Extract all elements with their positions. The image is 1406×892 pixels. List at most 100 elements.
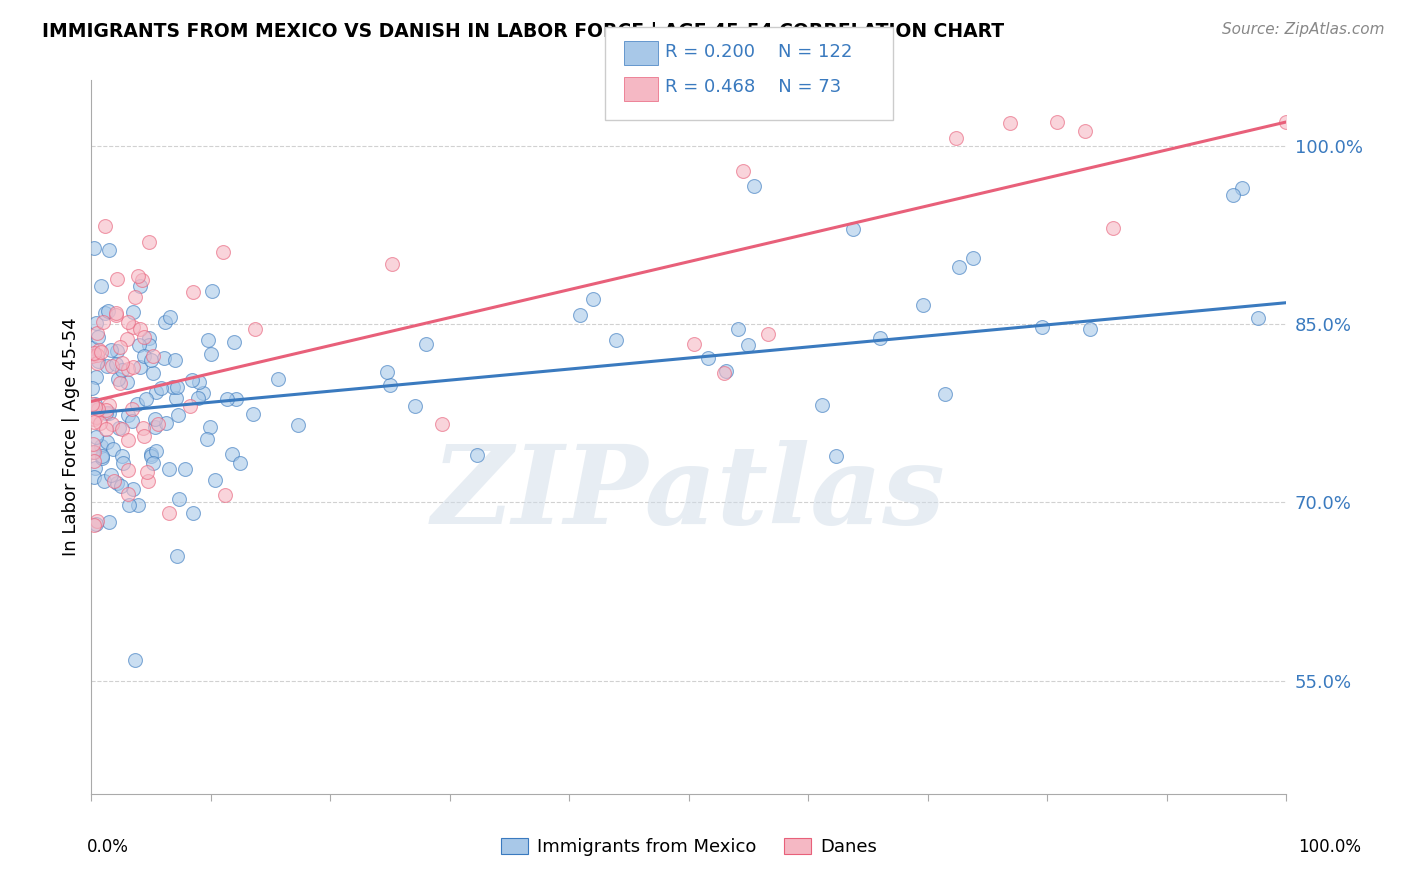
Point <box>83 518 105 533</box>
Point <box>1102 221 1125 235</box>
Point <box>124 290 146 304</box>
Point <box>149 381 172 395</box>
Point <box>134 429 156 443</box>
Point <box>89 416 111 430</box>
Point <box>121 414 143 428</box>
Point <box>167 409 190 423</box>
Point <box>1031 319 1053 334</box>
Point <box>107 272 129 286</box>
Point <box>111 449 134 463</box>
Point <box>142 366 165 380</box>
Point <box>84 397 107 411</box>
Point <box>83 346 105 360</box>
Point <box>131 273 153 287</box>
Point <box>117 463 139 477</box>
Legend: Immigrants from Mexico, Danes: Immigrants from Mexico, Danes <box>494 830 884 863</box>
Point <box>91 315 114 329</box>
Point <box>86 326 108 340</box>
Point <box>100 343 122 358</box>
Point <box>87 330 110 344</box>
Point <box>107 343 129 358</box>
Point <box>187 391 209 405</box>
Point <box>153 351 176 365</box>
Point <box>105 475 128 490</box>
Point <box>215 392 238 406</box>
Point <box>83 453 105 467</box>
Point <box>96 359 118 374</box>
Point <box>430 417 453 432</box>
Point <box>1080 322 1102 336</box>
Point <box>105 308 128 322</box>
Point <box>90 450 112 465</box>
Point <box>93 475 115 489</box>
Point <box>145 384 167 399</box>
Point <box>221 447 243 461</box>
Point <box>87 354 110 368</box>
Point <box>100 468 122 483</box>
Point <box>912 298 935 312</box>
Point <box>962 251 984 265</box>
Point <box>155 416 177 430</box>
Point <box>101 442 124 457</box>
Point <box>415 336 437 351</box>
Point <box>181 285 204 299</box>
Point <box>111 363 134 377</box>
Point <box>569 308 592 322</box>
Point <box>111 456 134 470</box>
Point <box>139 447 162 461</box>
Point <box>132 349 155 363</box>
Point <box>89 343 111 358</box>
Point <box>737 338 759 352</box>
Point <box>121 401 143 416</box>
Point <box>157 462 180 476</box>
Point <box>90 449 112 463</box>
Point <box>132 421 155 435</box>
Point <box>998 116 1021 130</box>
Point <box>582 293 605 307</box>
Point <box>605 333 627 347</box>
Point <box>138 338 160 352</box>
Point <box>697 351 720 365</box>
Point <box>129 279 152 293</box>
Point <box>197 333 219 347</box>
Point <box>84 370 107 384</box>
Point <box>467 448 489 462</box>
Point <box>86 514 108 528</box>
Point <box>84 316 107 330</box>
Point <box>869 331 891 345</box>
Point <box>204 473 226 487</box>
Point <box>188 375 211 389</box>
Point <box>198 420 221 434</box>
Point <box>404 399 426 413</box>
Point <box>115 332 138 346</box>
Point <box>128 338 150 352</box>
Point <box>945 131 967 145</box>
Y-axis label: In Labor Force | Age 45-54: In Labor Force | Age 45-54 <box>62 318 80 557</box>
Point <box>146 417 169 432</box>
Point <box>1246 310 1268 325</box>
Point <box>97 406 120 420</box>
Point <box>96 406 118 420</box>
Point <box>117 408 139 422</box>
Point <box>83 460 105 475</box>
Point <box>212 245 235 260</box>
Point <box>117 376 139 390</box>
Point <box>128 359 150 374</box>
Point <box>138 331 160 345</box>
Point <box>141 449 163 463</box>
Point <box>97 398 120 412</box>
Point <box>138 235 160 249</box>
Point <box>84 400 107 414</box>
Point <box>1222 188 1244 202</box>
Point <box>934 387 956 401</box>
Point <box>118 499 141 513</box>
Point <box>139 352 162 367</box>
Point <box>1274 115 1296 129</box>
Point <box>200 346 222 360</box>
Point <box>742 178 765 193</box>
Text: R = 0.468    N = 73: R = 0.468 N = 73 <box>665 78 841 96</box>
Point <box>94 306 117 320</box>
Point <box>117 486 139 500</box>
Point <box>842 221 865 235</box>
Point <box>117 315 139 329</box>
